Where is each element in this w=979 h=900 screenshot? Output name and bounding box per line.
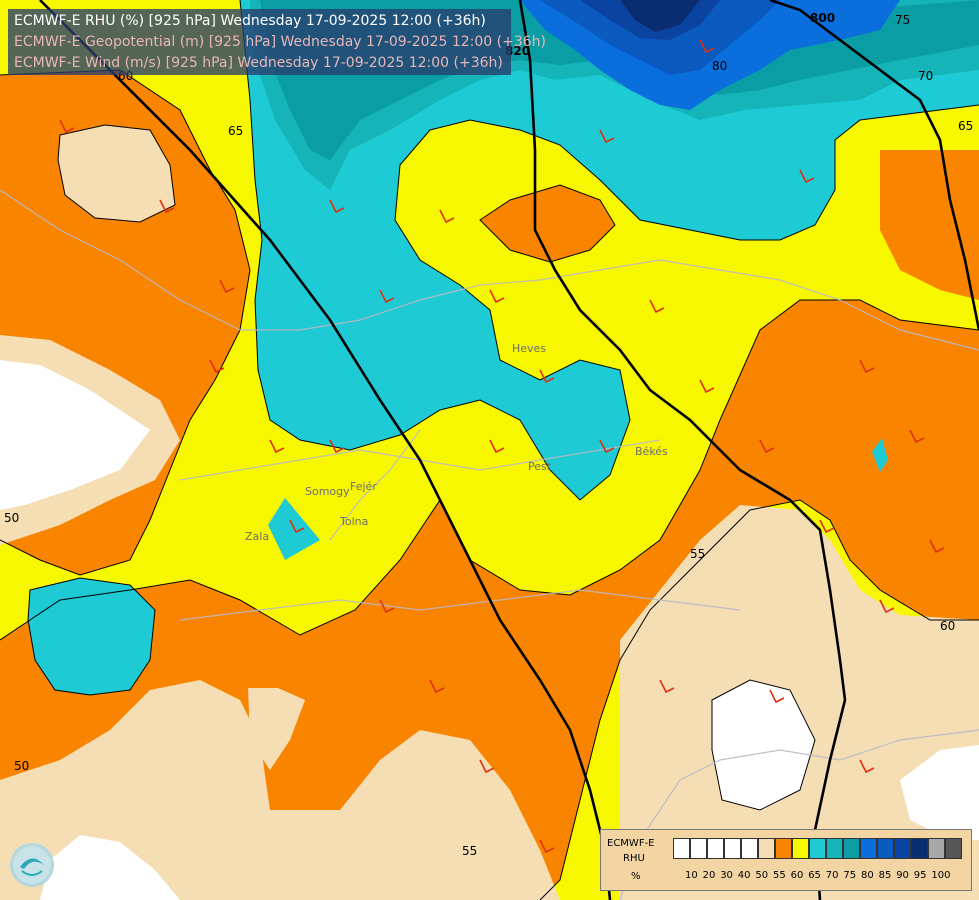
title-panel: ECMWF-E RHU (%) [925 hPa] Wednesday 17-0… bbox=[8, 9, 546, 75]
legend-tick-label: 85 bbox=[878, 870, 892, 881]
legend-title-variable: RHU bbox=[623, 853, 645, 864]
legend-swatch bbox=[860, 838, 877, 859]
legend-swatch bbox=[673, 838, 690, 859]
place-names: Heves Békés Pest Somogy Fejér Tolna Zala bbox=[245, 342, 668, 543]
legend-swatch bbox=[945, 838, 962, 859]
label-rhu-80: 80 bbox=[712, 59, 727, 73]
geopotential-contours bbox=[39, 0, 979, 900]
legend-swatch bbox=[690, 838, 707, 859]
legend-tick-label: 70 bbox=[825, 870, 839, 881]
rhu-below-50-fill bbox=[0, 360, 979, 900]
legend-tick-label: 75 bbox=[843, 870, 857, 881]
title-geopotential: ECMWF-E Geopotential (m) [925 hPa] Wedne… bbox=[14, 34, 546, 50]
legend-tick-label: 60 bbox=[790, 870, 804, 881]
wind-barbs bbox=[59, 39, 945, 854]
place-fejer: Fejér bbox=[350, 480, 377, 493]
label-rhu-55-c: 55 bbox=[690, 547, 705, 561]
label-rhu-65-ne: 65 bbox=[958, 119, 973, 133]
title-wind: ECMWF-E Wind (m/s) [925 hPa] Wednesday 1… bbox=[14, 55, 503, 71]
rhu-80-90-fill bbox=[520, 0, 900, 110]
legend-tick-label: 95 bbox=[913, 870, 927, 881]
legend-swatch bbox=[826, 838, 843, 859]
legend-swatch bbox=[911, 838, 928, 859]
legend-swatch bbox=[707, 838, 724, 859]
label-rhu-65-nw: 65 bbox=[228, 124, 243, 138]
legend-swatch bbox=[894, 838, 911, 859]
legend-swatch bbox=[758, 838, 775, 859]
legend-tick-label: 65 bbox=[808, 870, 821, 881]
label-rhu-50-sw: 50 bbox=[14, 759, 29, 773]
title-rhu: ECMWF-E RHU (%) [925 hPa] Wednesday 17-0… bbox=[14, 13, 486, 29]
legend-swatch bbox=[928, 838, 945, 859]
legend-tick-label: 100 bbox=[931, 870, 951, 881]
label-rhu-55-s: 55 bbox=[462, 844, 477, 858]
label-rhu-75: 75 bbox=[895, 13, 910, 27]
legend-swatch bbox=[809, 838, 826, 859]
legend-tick-label: 50 bbox=[755, 870, 769, 881]
legend-tick-label: 90 bbox=[896, 870, 909, 881]
color-legend: ECMWF-E RHU % 10 20 30 40 50 55 60 65 70 75 80 85 90… bbox=[600, 829, 972, 891]
label-geo-820: 820 bbox=[505, 44, 530, 58]
label-rhu-50-w: 50 bbox=[4, 511, 19, 525]
label-geo-800: 800 bbox=[810, 11, 835, 25]
place-pest: Pest bbox=[528, 460, 552, 473]
label-rhu-70: 70 bbox=[918, 69, 933, 83]
legend-tick-label: 20 bbox=[702, 870, 716, 881]
legend-swatch bbox=[724, 838, 741, 859]
legend-swatch bbox=[843, 838, 860, 859]
legend-swatch bbox=[877, 838, 894, 859]
legend-swatch bbox=[792, 838, 809, 859]
place-tolna: Tolna bbox=[339, 515, 368, 528]
legend-tick-label: 30 bbox=[720, 870, 733, 881]
legend-swatch bbox=[741, 838, 758, 859]
legend-swatch bbox=[775, 838, 792, 859]
place-somogy: Somogy bbox=[305, 485, 350, 498]
place-heves: Heves bbox=[512, 342, 546, 355]
legend-title-model: ECMWF-E bbox=[607, 838, 655, 849]
legend-title-unit: % bbox=[631, 871, 641, 882]
legend-tick-label: 10 bbox=[685, 870, 698, 881]
place-bekes: Békés bbox=[635, 445, 668, 458]
ecmwf-logo-icon bbox=[10, 843, 54, 887]
label-rhu-60-se: 60 bbox=[940, 619, 955, 633]
place-zala: Zala bbox=[245, 530, 269, 543]
legend-tick-label: 55 bbox=[773, 870, 786, 881]
contour-labels: 75 70 65 65 60 80 50 50 55 60 55 820 800 bbox=[4, 11, 973, 858]
legend-tick-label: 40 bbox=[737, 870, 751, 881]
legend-tick-label: 80 bbox=[861, 870, 874, 881]
